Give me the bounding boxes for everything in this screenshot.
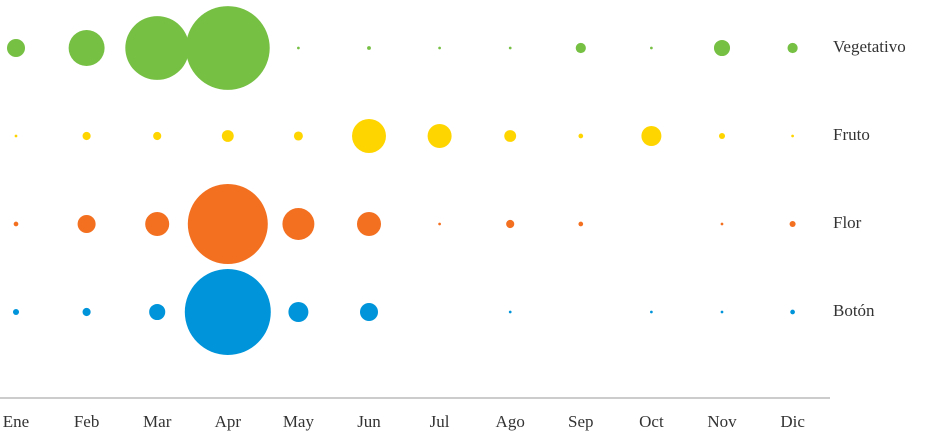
bubble <box>13 221 19 227</box>
bubble <box>504 130 517 142</box>
bubble <box>438 46 441 50</box>
series-label: Vegetativo <box>833 37 906 56</box>
bubble <box>288 302 309 322</box>
bubble <box>82 131 91 141</box>
bubble <box>427 123 452 149</box>
x-tick-label: Mar <box>143 412 172 431</box>
series-label: Botón <box>833 301 875 320</box>
x-tick-label: Dic <box>780 412 805 431</box>
bubble <box>293 131 303 141</box>
bubble <box>720 310 724 314</box>
bubble <box>367 46 371 50</box>
bubble <box>575 42 586 54</box>
bubble <box>12 308 20 316</box>
bubble <box>789 220 796 228</box>
x-tick-label: Apr <box>215 412 242 431</box>
bubble <box>359 302 379 322</box>
bubble <box>82 307 91 317</box>
bubble <box>297 46 300 50</box>
bubble <box>77 214 96 234</box>
bubble <box>145 211 170 237</box>
bubble <box>791 134 794 138</box>
bubble <box>187 184 268 264</box>
bubble <box>352 119 386 153</box>
x-tick-label: Jul <box>430 412 450 431</box>
bubble <box>68 30 105 66</box>
x-tick-label: Sep <box>568 412 594 431</box>
bubble <box>650 310 653 314</box>
x-tick-label: Ago <box>496 412 525 431</box>
bubble <box>508 310 512 314</box>
bubble <box>153 131 162 141</box>
bubble <box>720 222 724 226</box>
bubble <box>221 130 234 142</box>
x-tick-label: Feb <box>74 412 100 431</box>
bubble <box>790 309 795 315</box>
bubble <box>578 133 584 139</box>
bubble <box>508 46 512 50</box>
bubble <box>578 221 584 227</box>
bubble <box>787 42 798 54</box>
series-label: Fruto <box>833 125 870 144</box>
bubble <box>506 219 515 229</box>
bubble <box>185 6 270 90</box>
x-tick-label: Nov <box>707 412 737 431</box>
bubble <box>6 38 26 58</box>
bubble <box>149 303 166 321</box>
bubble <box>14 134 18 138</box>
bubble <box>713 39 731 57</box>
bubble <box>718 132 726 140</box>
bubble <box>184 269 271 355</box>
x-tick-label: May <box>283 412 315 431</box>
bubble <box>650 46 653 50</box>
bubble <box>356 211 382 237</box>
bubble <box>282 208 315 240</box>
bubble <box>641 126 662 146</box>
series-label: Flor <box>833 213 862 232</box>
x-tick-label: Jun <box>357 412 381 431</box>
bubble <box>125 16 190 80</box>
bubble <box>438 222 441 226</box>
x-tick-label: Oct <box>639 412 664 431</box>
x-tick-label: Ene <box>3 412 29 431</box>
